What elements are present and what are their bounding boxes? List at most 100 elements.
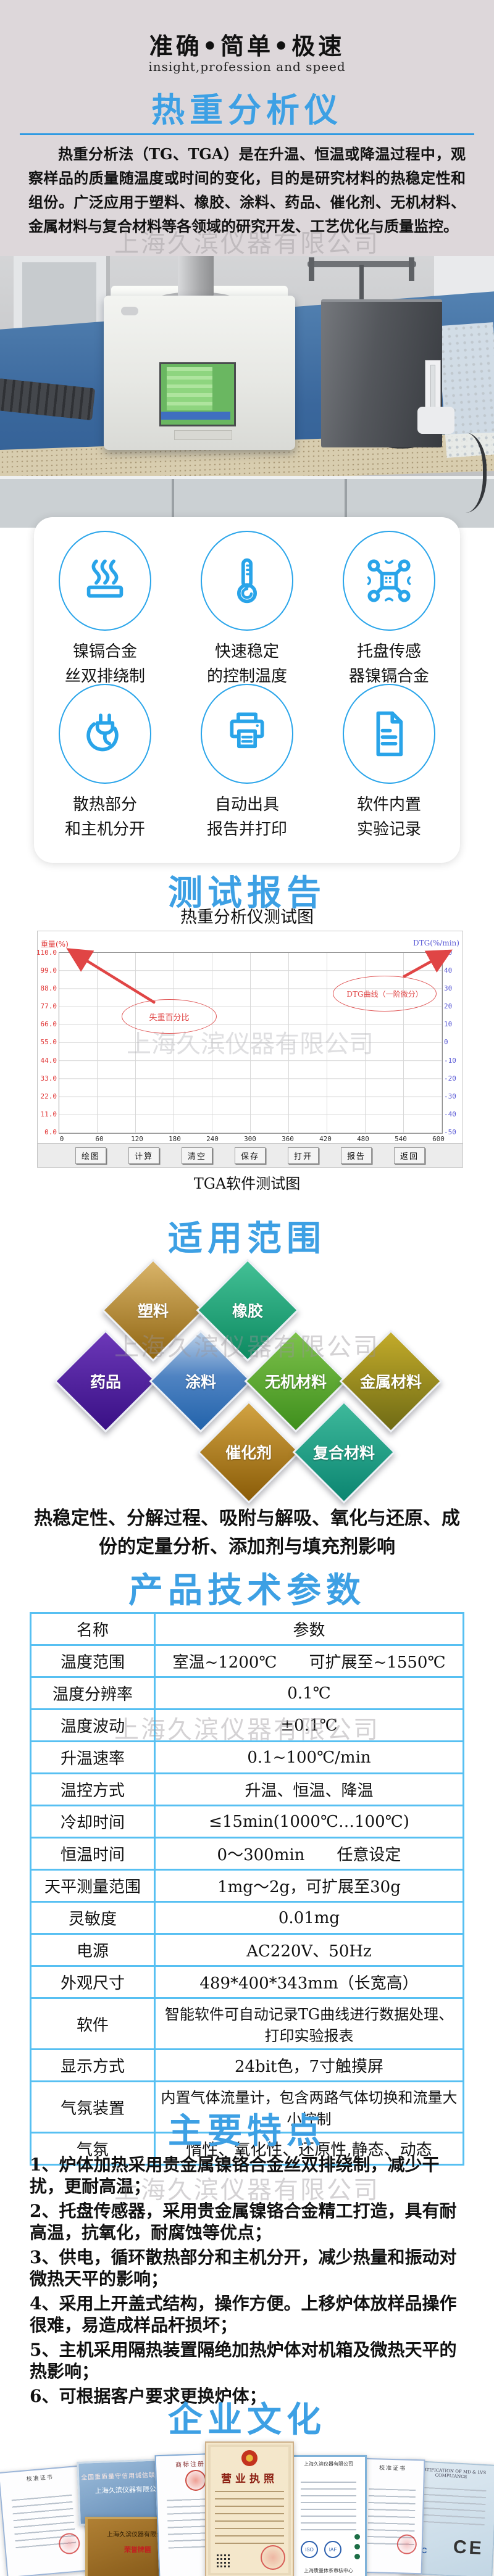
feature-circle bbox=[343, 531, 435, 631]
annotation-weight-loss: 失重百分比 bbox=[122, 999, 217, 1034]
feature-item: 托盘传感 器镍镉合金 bbox=[318, 531, 460, 689]
table-row: 天平测量范围 1mg～2g，可扩展至30g bbox=[30, 1869, 464, 1903]
feature-circle bbox=[343, 684, 435, 784]
section-title-culture: 企业文化 bbox=[168, 2400, 326, 2439]
list-item: 3、供电，循环散热部分和主机分开，减少热量和振动对微热天平的影响； bbox=[30, 2247, 457, 2289]
feature-item: 散热部分 和主机分开 bbox=[34, 684, 176, 842]
feature-card: 镍镉合金 丝双排绕制 快速稳定 的控制温度 bbox=[34, 517, 460, 863]
power-plug-icon bbox=[86, 713, 119, 752]
section-title-highlights: 主要特点 bbox=[168, 2111, 326, 2150]
y-left-ticks: 110.0 99.0 88.0 77.0 66.0 55.0 44.0 33.0 22.0 11.… bbox=[36, 949, 57, 1136]
photo-touchscreen-taskbar bbox=[161, 412, 230, 420]
photo-cable bbox=[440, 433, 487, 513]
green-dot-icon bbox=[354, 2554, 360, 2559]
document-icon bbox=[376, 711, 403, 757]
feature-item: 快速稳定 的控制温度 bbox=[176, 531, 318, 689]
table-row: 温度波动 ±0.1℃ bbox=[30, 1708, 464, 1742]
section-title-scope: 适用范围 bbox=[168, 1219, 326, 1258]
photo-analyzer-knob bbox=[121, 307, 138, 315]
column-header-name: 名称 bbox=[30, 1612, 156, 1646]
certificate-quality-system: 上海久滨仪器有限公司 ISO IAF 上海质量体系审核中心 bbox=[290, 2455, 367, 2576]
highlights-list: 1、炉体加热采用贵金属镍铬合金丝双排绕制，减少干扰，更耐高温； 2、托盘传感器，… bbox=[30, 2154, 469, 2410]
feature-circle bbox=[201, 684, 293, 784]
certificates-strip: 校准证书 全国重质量守信用诚信联盟单位 上海久滨仪器有限公司 上海久滨仪器有限公… bbox=[0, 2438, 494, 2576]
list-item: 4、采用上开盖式结构，操作方便。上移炉体放样品操作很难，易造成样品杆损坏； bbox=[30, 2293, 457, 2335]
report-subtitle: 热重分析仪测试图 bbox=[180, 908, 314, 927]
feature-circle bbox=[59, 684, 151, 784]
printer-icon bbox=[230, 712, 264, 749]
chart-button-clear[interactable]: 清空 bbox=[181, 1147, 212, 1164]
table-row: 电源 AC220V、50Hz bbox=[30, 1933, 464, 1967]
feature-item: 软件内置 实验记录 bbox=[318, 684, 460, 842]
red-seal-icon bbox=[261, 2545, 285, 2570]
section-title-specs: 产品技术参数 bbox=[128, 1571, 366, 1610]
table-row: 灵敏度 0.01mg bbox=[30, 1901, 464, 1935]
list-item: 5、主机采用隔热装置隔绝加热炉体对机箱及微热天平的热影响； bbox=[30, 2340, 457, 2382]
feature-circle bbox=[59, 531, 151, 631]
photo-cabinet-divider bbox=[345, 479, 347, 528]
tga-software-chart: 重量(%) DTG(%/min) 110.0 99.0 88.0 77.0 66.0 55… bbox=[36, 931, 463, 1168]
chart-button-calculate[interactable]: 计算 bbox=[128, 1147, 159, 1164]
thermometer-icon bbox=[237, 558, 257, 604]
intro-paragraph: 热重分析法（TG、TGA）是在升温、恒温或降温过程中，观察样品的质量随温度或时间… bbox=[28, 145, 466, 235]
chart-button-save[interactable]: 保存 bbox=[234, 1147, 266, 1164]
photo-furnace-column bbox=[178, 256, 214, 297]
chart-button-back[interactable]: 返回 bbox=[394, 1147, 425, 1164]
slogan-cn: 准确•简单•极速 bbox=[149, 32, 345, 60]
certificate-text-lines bbox=[301, 2481, 356, 2530]
watermark-text: 上海久滨仪器有限公司 bbox=[127, 1030, 374, 1058]
application-diamonds: 塑料 橡胶 药品 涂料 无机材料 金属材料 催化剂 复合材料 上海久滨仪器有限公… bbox=[0, 1258, 494, 1506]
photo-touchscreen-content bbox=[167, 367, 212, 410]
table-row: 外观尺寸 489*400*343mm（长宽高） bbox=[30, 1965, 464, 1999]
certificate-business-license: 营业执照 bbox=[205, 2441, 294, 2576]
list-item: 6、可根据客户要求更换炉体； bbox=[30, 2386, 267, 2406]
x-axis-ticks: 0 60 120 180 240 300 360 420 480 540 600 bbox=[59, 1135, 445, 1143]
annotation-arrows bbox=[66, 948, 453, 1004]
photo-gas-stand bbox=[359, 265, 364, 324]
certificate-calibration: 校准证书 bbox=[0, 2465, 90, 2576]
table-row: 温控方式 升温、恒温、降温 bbox=[30, 1772, 464, 1806]
table-row: 冷却时间 ≤15min(1000℃…100℃) bbox=[30, 1805, 464, 1839]
annotation-dtg-curve: DTG曲线（一阶微分） bbox=[333, 976, 437, 1012]
feature-circle bbox=[201, 531, 293, 631]
iso-logo-icon: ISO bbox=[301, 2541, 318, 2558]
photo-gas-valve-left bbox=[309, 257, 314, 281]
table-row: 显示方式 24bit色，7寸触摸屏 bbox=[30, 2048, 464, 2082]
green-dot-icon bbox=[354, 2544, 360, 2549]
product-photo bbox=[0, 256, 494, 528]
photo-control-box bbox=[321, 299, 442, 447]
y-left-axis-label: 重量(%) bbox=[41, 940, 69, 949]
ce-mark-icon: CE bbox=[453, 2537, 485, 2559]
feature-label: 软件内置 实验记录 bbox=[356, 796, 421, 839]
green-dot-icon bbox=[354, 2534, 360, 2540]
qr-code-icon bbox=[215, 2553, 231, 2569]
photo-cabinet-divider bbox=[172, 479, 174, 528]
slogan-en: insight,profession and speed bbox=[148, 59, 346, 74]
feature-item: 自动出具 报告并打印 bbox=[176, 684, 318, 842]
feature-label: 散热部分 和主机分开 bbox=[64, 796, 145, 839]
list-item: 1、炉体加热采用贵金属镍铬合金丝双排绕制，减少干扰，更耐高温； bbox=[30, 2154, 440, 2196]
feature-label: 快速稳定 的控制温度 bbox=[206, 642, 287, 686]
y-right-axis-label: DTG(%/min) bbox=[413, 939, 459, 947]
table-row: 气氛装置 内置气体流量计，包含两路气体切换和流量大小控制 bbox=[30, 2080, 464, 2134]
chart-toolbar: 绘图 计算 清空 保存 打开 报告 返回 bbox=[38, 1143, 463, 1167]
table-row: 温度范围 室温~1200℃ 可扩展至~1550℃ bbox=[30, 1644, 464, 1678]
column-header-value: 参数 bbox=[154, 1612, 464, 1646]
table-row: 气氛 惰性、氧化性、还原性,静态、动态 bbox=[30, 2132, 464, 2166]
emblem-icon bbox=[185, 2469, 207, 2491]
chart-button-plot[interactable]: 绘图 bbox=[75, 1147, 106, 1164]
feature-label: 自动出具 报告并打印 bbox=[206, 796, 287, 839]
header-section: 准确•简单•极速 insight,profession and speed 热重… bbox=[0, 0, 494, 258]
page-title: 热重分析仪 bbox=[151, 92, 343, 129]
red-seal-icon bbox=[57, 2532, 81, 2555]
chart-button-report[interactable]: 报告 bbox=[341, 1147, 372, 1164]
table-row: 恒温时间 0～300min 任意设定 bbox=[30, 1837, 464, 1871]
table-row: 升温速率 0.1~100℃/min bbox=[30, 1740, 464, 1774]
chart-button-open[interactable]: 打开 bbox=[288, 1147, 319, 1164]
red-seal-icon bbox=[396, 2534, 417, 2555]
section-title-report: 测试报告 bbox=[168, 873, 326, 912]
certificate-text-lines bbox=[215, 2491, 284, 2544]
iaf-logo-icon: IAF bbox=[324, 2541, 341, 2558]
table-row: 软件 智能软件可自动记录TG曲线进行数据处理、打印实验报表 bbox=[30, 1997, 464, 2050]
